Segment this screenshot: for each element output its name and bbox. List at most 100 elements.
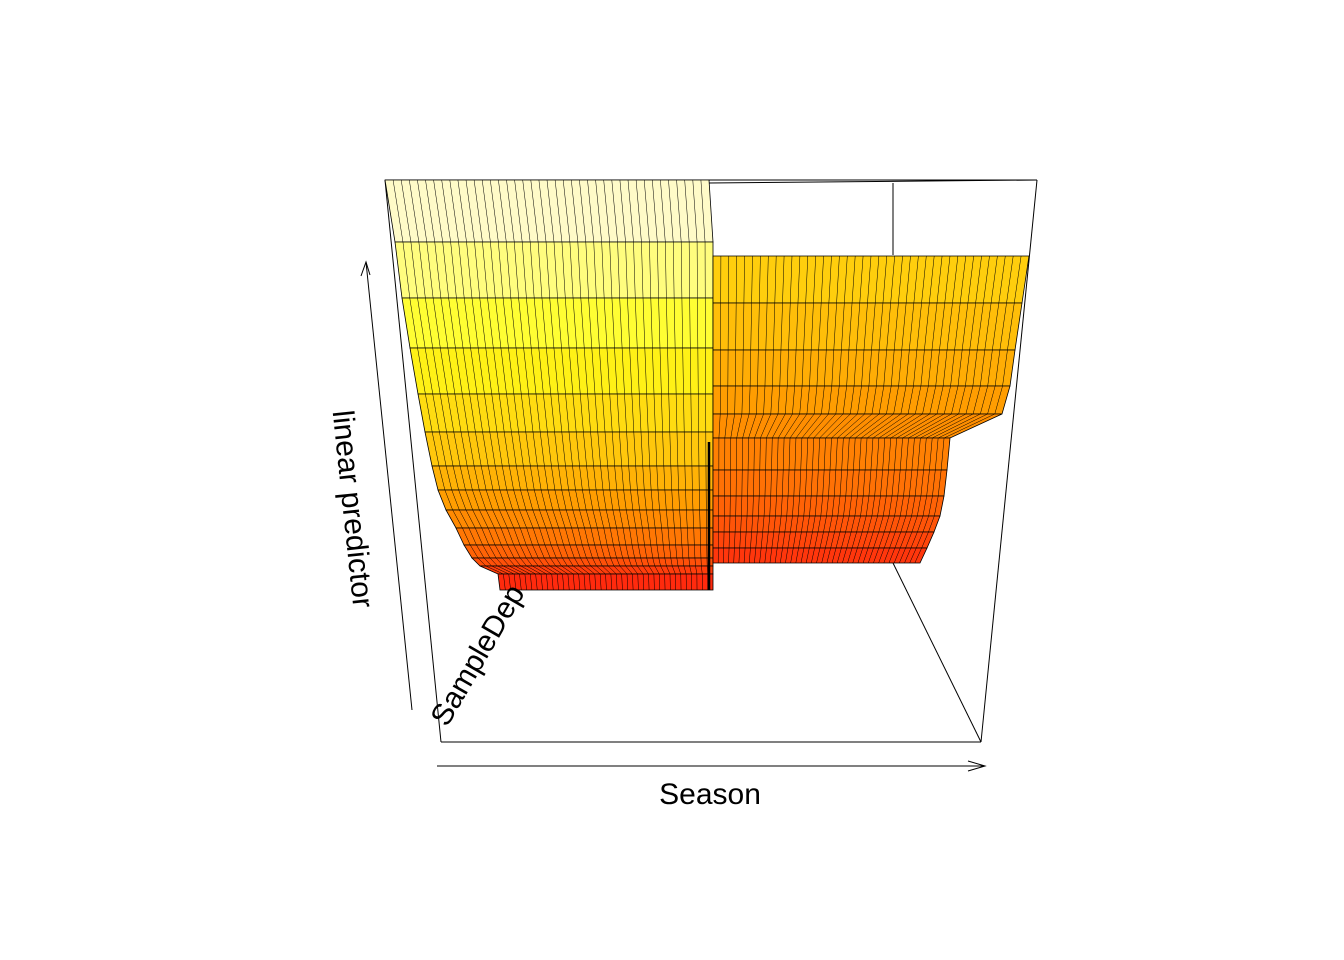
- panel-season-1-mesh-line: [652, 179, 658, 243]
- plot-box-front: [441, 442, 981, 743]
- panel-season-1-mesh-line: [499, 489, 507, 511]
- panel-season-1-mesh-line: [602, 393, 606, 433]
- panel-season-1-mesh-line: [684, 465, 686, 491]
- panel-season-1-mesh-line: [571, 179, 579, 243]
- panel-season-1-mesh-line: [600, 465, 604, 491]
- panel-season-1-mesh-line: [688, 241, 690, 299]
- panel-season-2-mesh-line: [856, 515, 861, 533]
- panel-season-2-mesh-line: [799, 469, 801, 497]
- panel-season-1-mesh-line: [675, 393, 678, 433]
- panel-season-2-mesh-line: [950, 349, 955, 387]
- panel-season-2-mesh-line: [883, 547, 890, 564]
- panel-season-2-mesh-line: [805, 469, 807, 497]
- panel-season-2-mesh-line: [777, 413, 793, 439]
- panel-season-1-mesh-line: [494, 527, 502, 546]
- panel-season-2-mesh-line: [834, 469, 837, 497]
- panel-season-1-mesh-line: [465, 179, 475, 243]
- panel-season-2-mesh-line: [758, 469, 761, 497]
- panel-season-2-mesh-line: [915, 385, 922, 415]
- panel-season-1-mesh-line: [617, 241, 620, 299]
- panel-season-1-mesh-line: [630, 489, 634, 511]
- panel-season-2-mesh-line: [917, 437, 921, 471]
- panel-season-2-mesh-line: [868, 349, 872, 387]
- panel-season-1-mesh-line: [540, 489, 547, 511]
- panel-season-2-mesh-line: [831, 349, 835, 387]
- panel-season-2-mesh-line: [873, 531, 879, 549]
- panel-season-1-mesh-line: [490, 179, 499, 243]
- panel-season-1-mesh-line: [579, 509, 585, 529]
- panel-season-1-mesh-line: [523, 465, 528, 491]
- panel-season-1-mesh-line: [594, 544, 599, 559]
- panel-season-1-mesh-line: [646, 557, 650, 567]
- panel-season-1-mesh-line: [622, 527, 627, 546]
- panel-season-1-mesh-line: [568, 347, 574, 395]
- panel-season-2-mesh-line: [890, 413, 930, 439]
- panel-season-1-mesh-line: [692, 179, 698, 243]
- panel-season-1-mesh-line: [454, 393, 462, 433]
- panel-season-2-mesh-line: [772, 349, 774, 387]
- x-axis-arrow: [437, 760, 987, 772]
- panel-season-1-mesh-line: [639, 393, 642, 433]
- panel-season-1-mesh-line: [556, 557, 562, 567]
- panel-season-2-mesh-line: [855, 413, 887, 439]
- panel-season-2-mesh-line: [983, 255, 990, 304]
- panel-season-1-mesh-line: [456, 297, 464, 349]
- panel-season-2-mesh-line: [906, 515, 912, 533]
- surface-mesh: [384, 179, 1030, 591]
- panel-season-1-mesh-line: [487, 527, 496, 546]
- panel-season-1-mesh-line: [616, 573, 618, 591]
- panel-season-1-mesh-line: [653, 573, 655, 591]
- panel-season-1-mesh-line: [568, 431, 573, 467]
- panel-season-1-mesh-line: [472, 509, 482, 529]
- panel-season-1-mesh-line: [652, 509, 656, 529]
- panel-season-1-mesh-line: [561, 489, 567, 511]
- panel-season-2-mesh-line: [814, 495, 818, 517]
- panel-season-1-mesh-line: [477, 557, 487, 567]
- panel-season-2-mesh-line: [994, 385, 1003, 415]
- panel-season-1-mesh-line: [503, 565, 520, 575]
- panel-season-2-mesh-line: [920, 413, 966, 439]
- panel-season-1-mesh-line: [565, 393, 570, 433]
- panel-season-2-mesh-line: [790, 255, 793, 304]
- panel-season-1-mesh-line: [572, 297, 577, 349]
- panel-season-2-mesh-line: [801, 349, 804, 387]
- panel-season-2-mesh-line: [914, 547, 922, 564]
- panel-season-2-mesh-line: [878, 547, 885, 564]
- panel-season-2-mesh-line: [931, 302, 938, 351]
- panel-season-1-mesh-line: [596, 565, 606, 575]
- panel-season-1-mesh-line: [491, 565, 509, 575]
- panel-season-1-mesh-line: [670, 557, 673, 567]
- panel-season-1-mesh-line: [681, 297, 683, 349]
- panel-season-2-mesh-line: [822, 469, 825, 497]
- panel-season-1-mesh-line: [535, 393, 541, 433]
- panel-season-1-mesh-line: [614, 465, 617, 491]
- panel-season-1-mesh-line: [596, 297, 600, 349]
- panel-season-1-mesh-line: [595, 179, 602, 243]
- panel-season-2-mesh-line: [799, 385, 803, 415]
- panel-season-2-mesh-line: [864, 437, 868, 471]
- panel-season-2-mesh-line: [771, 531, 775, 549]
- panel-season-1-mesh-line: [497, 565, 515, 575]
- panel-season-2-mesh-line: [886, 469, 889, 497]
- panel-season-2-mesh-line: [871, 385, 877, 415]
- panel-season-2-mesh-line: [917, 495, 922, 517]
- panel-season-1-band-7: [437, 489, 714, 511]
- panel-season-2-mesh-line: [836, 547, 842, 564]
- panel-season-1-mesh-line: [506, 241, 512, 299]
- panel-season-1-mesh-line: [463, 297, 471, 349]
- panel-season-1-mesh-line: [459, 509, 470, 529]
- panel-season-1-mesh-line: [446, 431, 454, 467]
- panel-season-1-mesh-line: [606, 544, 611, 559]
- panel-season-1-mesh-line: [661, 527, 664, 546]
- panel-season-1-mesh-line: [610, 557, 615, 567]
- panel-season-1-mesh-line: [475, 431, 482, 467]
- panel-season-2-mesh-line: [813, 255, 816, 304]
- box-edge-6: [892, 562, 982, 743]
- panel-season-1-band-fill-12: [479, 565, 714, 575]
- panel-season-2-mesh-line: [787, 531, 791, 549]
- panel-season-1-mesh-line: [493, 347, 500, 395]
- panel-season-1-mesh-line: [656, 544, 660, 559]
- panel-season-1-mesh-line: [666, 565, 671, 575]
- panel-season-2-mesh-line: [750, 531, 752, 549]
- panel-season-1-mesh-line: [532, 431, 538, 467]
